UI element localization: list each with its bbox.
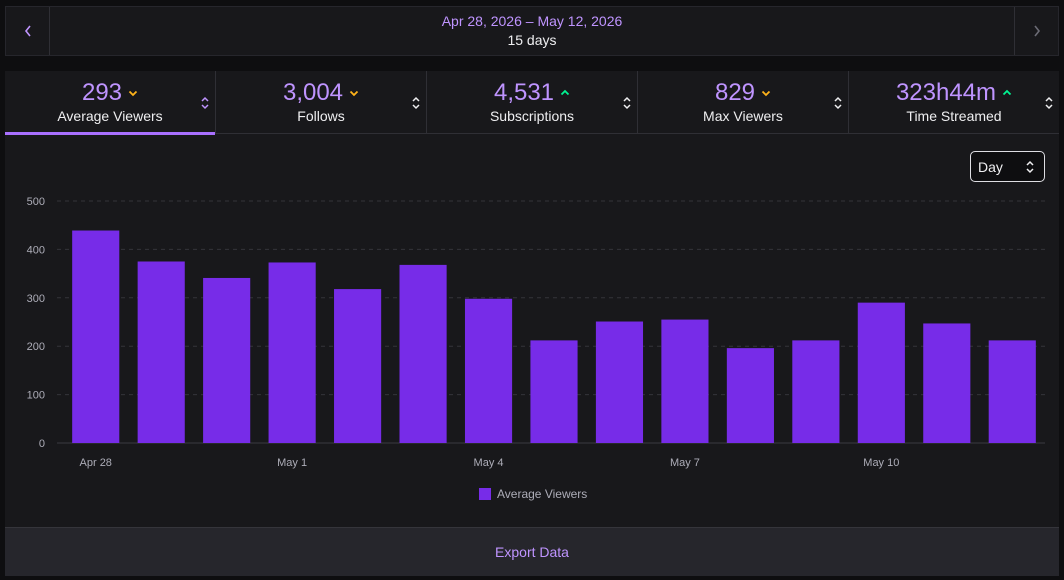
y-tick-label: 200: [27, 341, 45, 353]
legend-label: Average Viewers: [497, 487, 588, 501]
stats-panel: 293 Average Viewers 3,004 Follows 4,531 Subsc…: [5, 71, 1059, 576]
metric-tabs: 293 Average Viewers 3,004 Follows 4,531 Subsc…: [5, 71, 1059, 135]
x-tick-label: May 7: [670, 457, 700, 469]
tab-max-viewers[interactable]: 829 Max Viewers: [638, 71, 849, 134]
date-range-display[interactable]: Apr 28, 2026 – May 12, 2026 15 days: [50, 7, 1014, 55]
bar-may-6[interactable]: [595, 321, 644, 443]
export-data-label: Export Data: [495, 544, 569, 560]
tab-value-row: 4,531: [494, 80, 570, 106]
interval-select[interactable]: Day: [970, 151, 1045, 182]
y-tick-label: 300: [27, 293, 45, 305]
chevron-left-icon: [24, 25, 31, 37]
bar-may-8[interactable]: [726, 348, 774, 443]
bar-may-1[interactable]: [268, 262, 316, 443]
tab-average-viewers[interactable]: 293 Average Viewers: [5, 71, 216, 135]
tab-value-row: 323h44m: [896, 80, 1012, 106]
tab-label: Max Viewers: [703, 108, 783, 124]
date-range-text: Apr 28, 2026 – May 12, 2026: [441, 13, 623, 29]
bar-apr-29[interactable]: [137, 261, 185, 444]
tab-label: Follows: [297, 108, 345, 124]
y-tick-label: 500: [27, 196, 45, 208]
tab-value: 3,004: [282, 79, 344, 106]
chevron-up-down-icon: [1026, 160, 1034, 174]
tab-value: 293: [81, 79, 123, 106]
bar-may-10[interactable]: [857, 302, 905, 443]
date-range-days: 15 days: [507, 32, 557, 48]
average-viewers-chart: 0 100 200 300 400 500 Apr 28 May 1 May 4 May 7 May…: [27, 196, 1045, 469]
y-tick-label: 0: [39, 438, 45, 450]
bar-may-5[interactable]: [530, 340, 578, 443]
bar-apr-30[interactable]: [203, 277, 251, 443]
sort-icon[interactable]: [1044, 96, 1054, 110]
bar-may-9[interactable]: [792, 340, 840, 443]
next-range-button[interactable]: [1014, 7, 1058, 55]
tab-value: 323h44m: [895, 79, 997, 106]
trend-down-icon: [349, 90, 359, 97]
x-tick-label: Apr 28: [80, 457, 112, 469]
y-tick-label: 400: [27, 244, 45, 256]
x-tick-label: May 4: [474, 457, 504, 469]
tab-time-streamed[interactable]: 323h44m Time Streamed: [849, 71, 1059, 134]
sort-icon[interactable]: [622, 96, 632, 110]
sort-icon[interactable]: [411, 96, 421, 110]
bar-may-11[interactable]: [923, 323, 971, 443]
bar-may-7[interactable]: [661, 319, 709, 443]
legend-swatch: [479, 488, 491, 500]
bar-may-4[interactable]: [464, 298, 513, 443]
trend-down-icon: [128, 90, 138, 97]
export-data-button[interactable]: Export Data: [5, 527, 1059, 576]
sort-icon[interactable]: [833, 96, 843, 110]
previous-range-button[interactable]: [6, 7, 50, 55]
trend-up-icon: [560, 89, 570, 96]
y-tick-label: 100: [27, 390, 45, 402]
bar-may-3[interactable]: [399, 264, 447, 443]
trend-down-icon: [761, 90, 771, 97]
tab-value: 829: [714, 79, 756, 106]
tab-value-row: 829: [715, 80, 771, 106]
chevron-right-icon: [1033, 25, 1040, 37]
tab-follows[interactable]: 3,004 Follows: [216, 71, 427, 134]
date-range-bar: Apr 28, 2026 – May 12, 2026 15 days: [5, 6, 1059, 56]
tab-label: Average Viewers: [57, 108, 163, 124]
tab-label: Subscriptions: [489, 108, 575, 124]
tab-value-row: 293: [82, 80, 138, 106]
bar-apr-28[interactable]: [72, 230, 120, 443]
x-tick-label: May 10: [863, 457, 899, 469]
tab-label: Time Streamed: [906, 108, 1002, 124]
sort-icon[interactable]: [200, 96, 210, 110]
bar-may-12[interactable]: [988, 340, 1036, 443]
x-tick-label: May 1: [277, 457, 307, 469]
trend-up-icon: [1002, 89, 1012, 96]
bar-may-2[interactable]: [334, 289, 382, 443]
chart-legend[interactable]: Average Viewers: [479, 487, 587, 501]
tab-subscriptions[interactable]: 4,531 Subscriptions: [427, 71, 638, 134]
tab-value-row: 3,004: [283, 80, 359, 106]
tab-value: 4,531: [493, 79, 555, 106]
interval-select-value: Day: [978, 158, 1003, 175]
